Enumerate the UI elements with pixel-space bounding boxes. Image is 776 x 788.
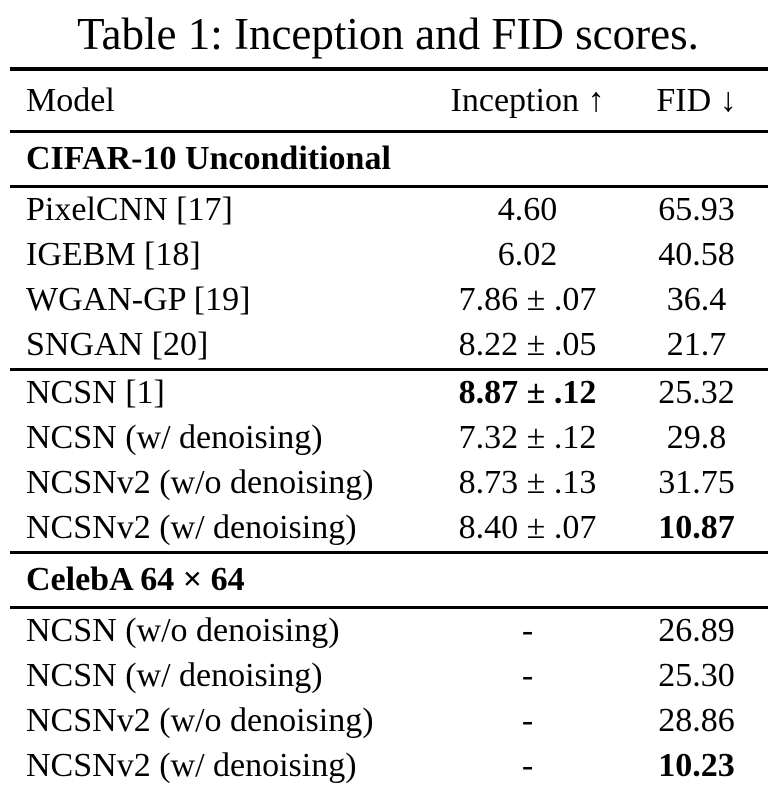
row-group: NCSN [1] 8.87 ± .12 25.32 NCSN (w/ denoisin…	[10, 369, 768, 553]
section-header-row: CIFAR-10 Unconditional	[10, 132, 768, 187]
inception-cell: -	[521, 612, 534, 649]
table-row: NCSN (w/o denoising) - 26.89	[10, 608, 768, 655]
section-title: CIFAR-10 Unconditional	[26, 140, 391, 177]
table-row: NCSN (w/ denoising) 7.32 ± .12 29.8	[10, 416, 768, 461]
column-header-inception: Inception ↑	[450, 82, 605, 119]
table-row: NCSN (w/ denoising) - 25.30	[10, 654, 768, 699]
inception-cell: 4.60	[497, 191, 558, 228]
model-cell: PixelCNN [17]	[26, 191, 233, 228]
table-row: NCSNv2 (w/ denoising) - 10.23	[10, 744, 768, 788]
inception-cell: 8.73 ± .13	[458, 464, 597, 501]
inception-cell: -	[521, 702, 534, 739]
model-cell: IGEBM [18]	[26, 236, 201, 273]
model-cell: NCSN [1]	[26, 374, 165, 411]
row-group: NCSN (w/o denoising) - 26.89 NCSN (w/ denoi…	[10, 608, 768, 788]
model-cell: NCSN (w/ denoising)	[26, 657, 323, 694]
fid-cell: 25.32	[658, 374, 735, 411]
header-row: Model Inception ↑ FID ↓	[10, 69, 768, 132]
fid-cell: 10.87	[658, 509, 735, 546]
inception-cell: 6.02	[497, 236, 558, 273]
table-row: NCSNv2 (w/o denoising) 8.73 ± .13 31.75	[10, 461, 768, 506]
table-row: NCSNv2 (w/o denoising) - 28.86	[10, 699, 768, 744]
table-caption: Table 1: Inception and FID scores.	[77, 9, 699, 59]
section-header-body: CelebA 64 × 64	[10, 552, 768, 608]
model-cell: NCSN (w/o denoising)	[26, 612, 340, 649]
fid-cell: 26.89	[658, 612, 735, 649]
column-header-fid: FID ↓	[656, 82, 737, 119]
table-row: PixelCNN [17] 4.60 65.93	[10, 187, 768, 234]
table-row: NCSN [1] 8.87 ± .12 25.32	[10, 370, 768, 417]
fid-cell: 31.75	[658, 464, 735, 501]
fid-cell: 28.86	[658, 702, 735, 739]
fid-cell: 29.8	[666, 419, 727, 456]
model-cell: NCSNv2 (w/ denoising)	[26, 747, 357, 784]
inception-cell: 8.87 ± .12	[458, 374, 597, 411]
inception-cell: -	[521, 747, 534, 784]
inception-cell: 8.22 ± .05	[458, 326, 597, 363]
column-header-model: Model	[26, 82, 115, 119]
section-header-body: CIFAR-10 Unconditional	[10, 131, 768, 187]
table-row: IGEBM [18] 6.02 40.58	[10, 233, 768, 278]
fid-cell: 21.7	[666, 326, 727, 363]
model-cell: NCSNv2 (w/o denoising)	[26, 702, 374, 739]
inception-cell: 7.86 ± .07	[458, 281, 597, 318]
fid-cell: 25.30	[658, 657, 735, 694]
inception-cell: -	[521, 657, 534, 694]
section-title: CelebA 64 × 64	[26, 561, 245, 598]
inception-cell: 7.32 ± .12	[458, 419, 597, 456]
model-cell: NCSNv2 (w/o denoising)	[26, 464, 374, 501]
table-header: Model Inception ↑ FID ↓	[10, 69, 768, 132]
fid-cell: 65.93	[658, 191, 735, 228]
section-header-row: CelebA 64 × 64	[10, 553, 768, 608]
scores-table: Model Inception ↑ FID ↓ CIFAR-10 Uncondi…	[10, 67, 768, 788]
fid-cell: 10.23	[658, 747, 735, 784]
fid-cell: 36.4	[666, 281, 727, 318]
model-cell: NCSN (w/ denoising)	[26, 419, 323, 456]
model-cell: WGAN-GP [19]	[26, 281, 251, 318]
row-group: PixelCNN [17] 4.60 65.93 IGEBM [18] 6.02 40.5…	[10, 187, 768, 370]
table-row: NCSNv2 (w/ denoising) 8.40 ± .07 10.87	[10, 506, 768, 553]
table-row: SNGAN [20] 8.22 ± .05 21.7	[10, 323, 768, 370]
table-row: WGAN-GP [19] 7.86 ± .07 36.4	[10, 278, 768, 323]
fid-cell: 40.58	[658, 236, 735, 273]
model-cell: NCSNv2 (w/ denoising)	[26, 509, 357, 546]
model-cell: SNGAN [20]	[26, 326, 209, 363]
inception-cell: 8.40 ± .07	[458, 509, 597, 546]
